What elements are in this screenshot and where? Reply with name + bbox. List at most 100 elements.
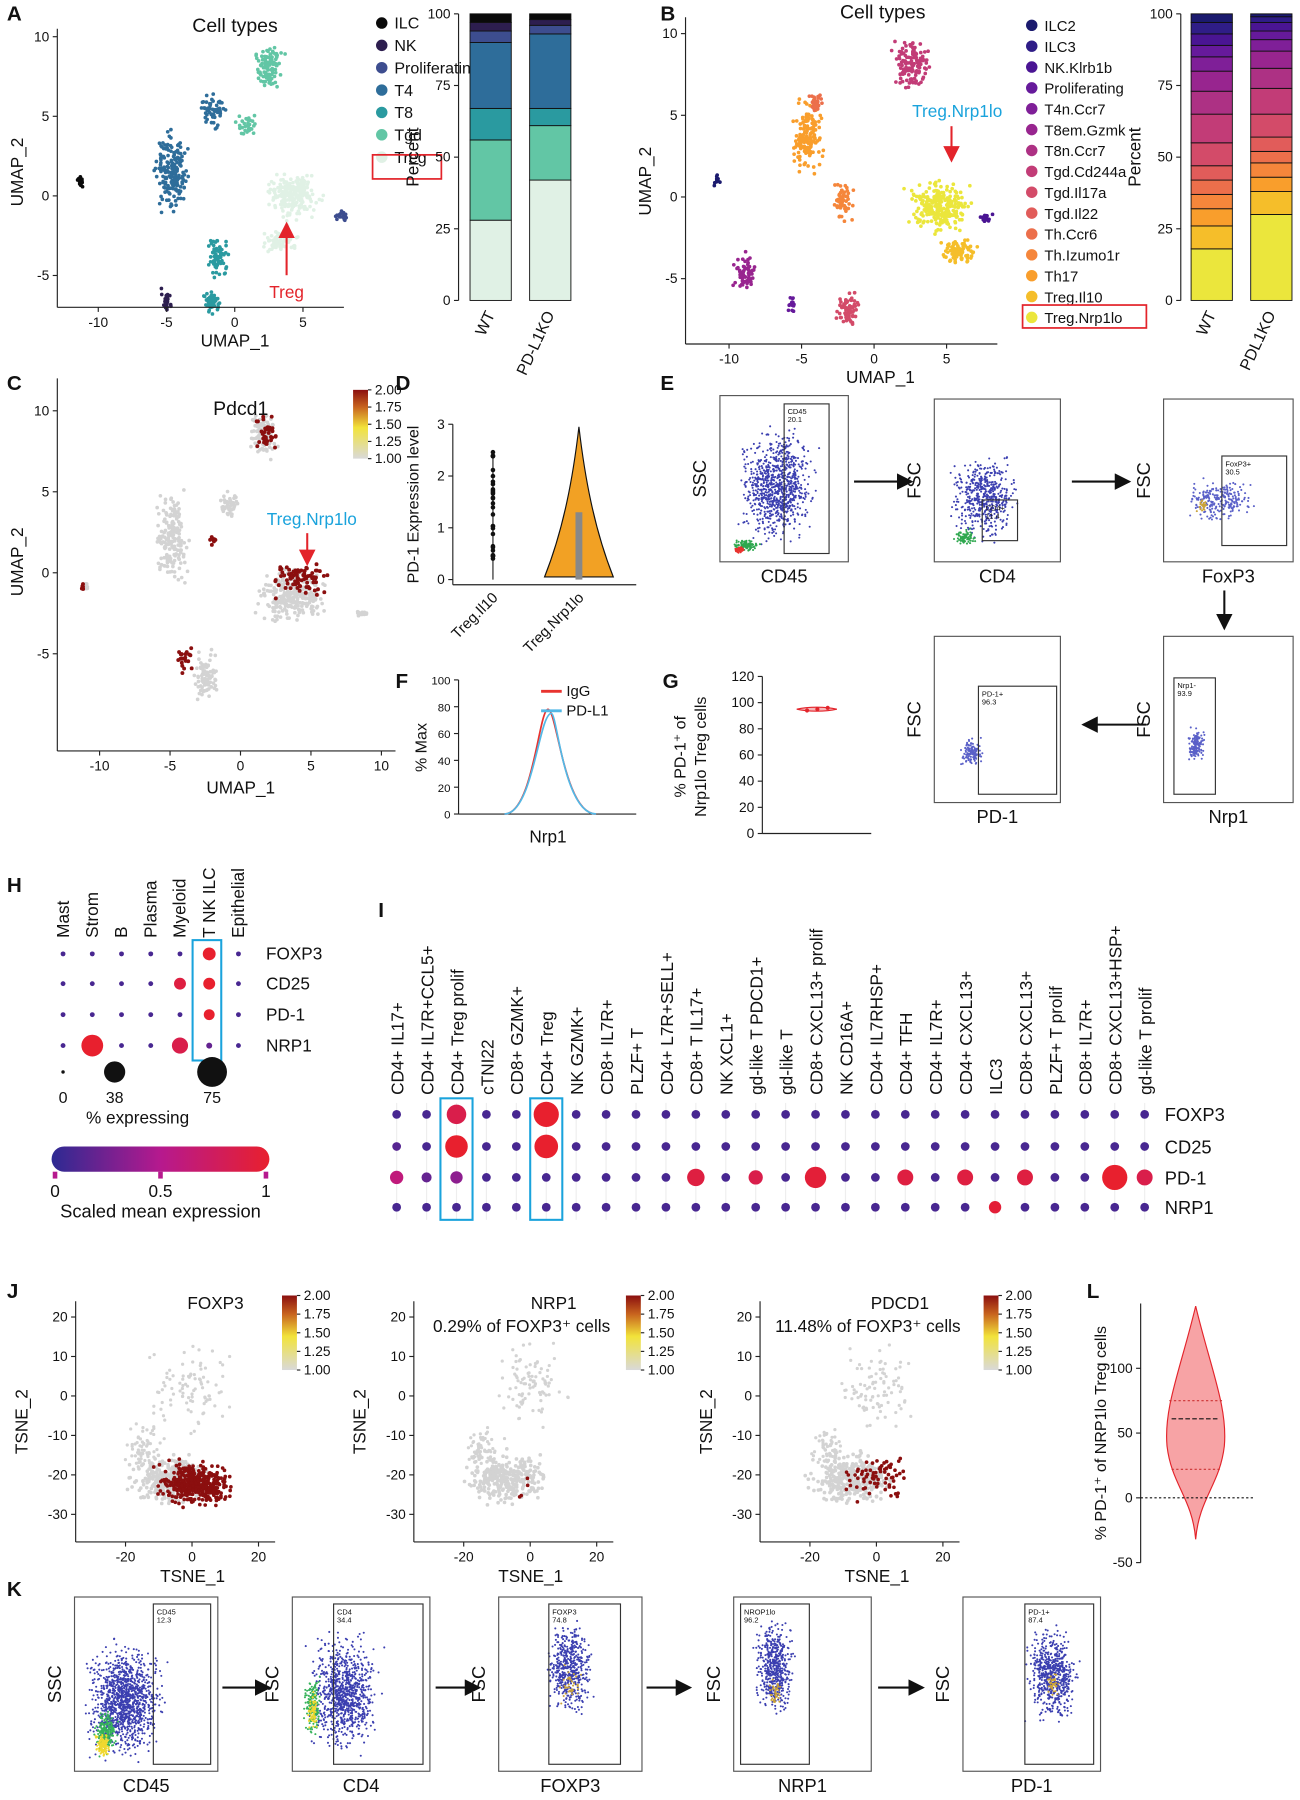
cell-point (245, 130, 249, 134)
cell-point (267, 190, 272, 195)
cell-point (737, 540, 740, 543)
cell-point (961, 512, 964, 515)
cell-point (171, 154, 176, 159)
x-tick-label: 5 (307, 758, 315, 773)
cell-point (993, 520, 996, 523)
colorbar-label: 1.75 (375, 400, 402, 415)
cell-point (792, 461, 795, 465)
cell-point (796, 439, 799, 442)
cell-point (953, 202, 958, 206)
cell-point (909, 188, 914, 193)
bar-segment (469, 13, 512, 23)
cell-point (979, 525, 982, 528)
cell-point (768, 510, 771, 513)
cell-point (268, 47, 272, 51)
cell-point (974, 498, 977, 501)
cell-point (199, 106, 204, 110)
cell-point (178, 196, 183, 201)
legend-label: T8n.Ccr7 (1044, 144, 1105, 160)
cell-point (308, 197, 313, 201)
cell-point (773, 534, 776, 537)
cell-point (760, 492, 764, 495)
cell-point (267, 202, 271, 207)
cell-point (999, 483, 1002, 486)
cell-point (775, 469, 778, 472)
cell-point (765, 491, 768, 494)
cell-point (1203, 733, 1206, 736)
bar-segment (1190, 208, 1233, 227)
cell-point (716, 178, 720, 183)
cell-point (987, 471, 990, 474)
cell-point (850, 218, 854, 222)
y-tick-label: 100 (428, 6, 451, 21)
cell-point (214, 270, 219, 275)
cell-point (956, 508, 959, 511)
cell-point (172, 574, 177, 579)
cell-point (788, 500, 791, 503)
cell-point (794, 133, 799, 138)
cell-point (745, 546, 748, 549)
cell-point (994, 462, 997, 465)
cell-point (739, 273, 744, 278)
cell-point (772, 500, 775, 504)
cell-point (849, 319, 853, 324)
flow-frame (933, 635, 1061, 804)
cell-point (808, 151, 813, 156)
cell-point (257, 433, 261, 438)
cell-point (968, 497, 971, 500)
cell-point (273, 579, 278, 584)
cell-point (1231, 508, 1234, 512)
cell-point (970, 512, 973, 515)
cell-point (998, 469, 1001, 473)
cell-point (817, 162, 822, 167)
legend-label: NK.Klrb1b (1044, 61, 1112, 77)
cell-point (715, 173, 720, 177)
cell-point (284, 219, 289, 223)
cell-point (169, 497, 173, 502)
cell-point (166, 165, 171, 170)
cell-point (261, 49, 265, 54)
cell-point (760, 483, 763, 486)
cell-point (776, 501, 779, 504)
cell-point (217, 99, 222, 104)
cell-point (755, 493, 758, 496)
cell-point (818, 136, 822, 140)
cell-point (1233, 491, 1236, 494)
cell-point (968, 514, 971, 517)
cell-point (918, 42, 923, 46)
cell-point (969, 509, 972, 512)
cell-point (740, 543, 743, 546)
cell-point (789, 540, 792, 543)
cell-point (978, 501, 981, 504)
cell-point (214, 265, 219, 270)
cell-point (278, 615, 283, 619)
cell-point (1206, 494, 1209, 497)
cell-point (796, 512, 799, 515)
cell-point (999, 473, 1002, 476)
cell-point (760, 494, 763, 497)
cell-point (971, 250, 976, 255)
cell-point (311, 580, 316, 585)
cell-point (972, 510, 975, 513)
cell-point (800, 487, 803, 490)
cell-point (297, 588, 302, 593)
cell-point (993, 468, 996, 471)
cell-cloud (902, 178, 974, 236)
cell-point (1000, 478, 1003, 481)
bar-segment (1250, 39, 1293, 52)
cell-point (170, 569, 174, 574)
cell-point (788, 444, 791, 447)
cell-point (807, 94, 812, 98)
x-tick-label: 10 (374, 758, 390, 773)
legend-swatch (376, 39, 388, 52)
cell-point (968, 245, 972, 249)
cell-point (186, 174, 191, 179)
cell-point (937, 197, 942, 201)
cell-point (249, 444, 253, 449)
cell-point (279, 247, 283, 252)
cell-point (251, 436, 256, 441)
cell-point (771, 491, 774, 494)
cell-point (279, 51, 283, 55)
cell-point (1209, 508, 1212, 512)
gate-value: 30.5 (1225, 467, 1239, 476)
